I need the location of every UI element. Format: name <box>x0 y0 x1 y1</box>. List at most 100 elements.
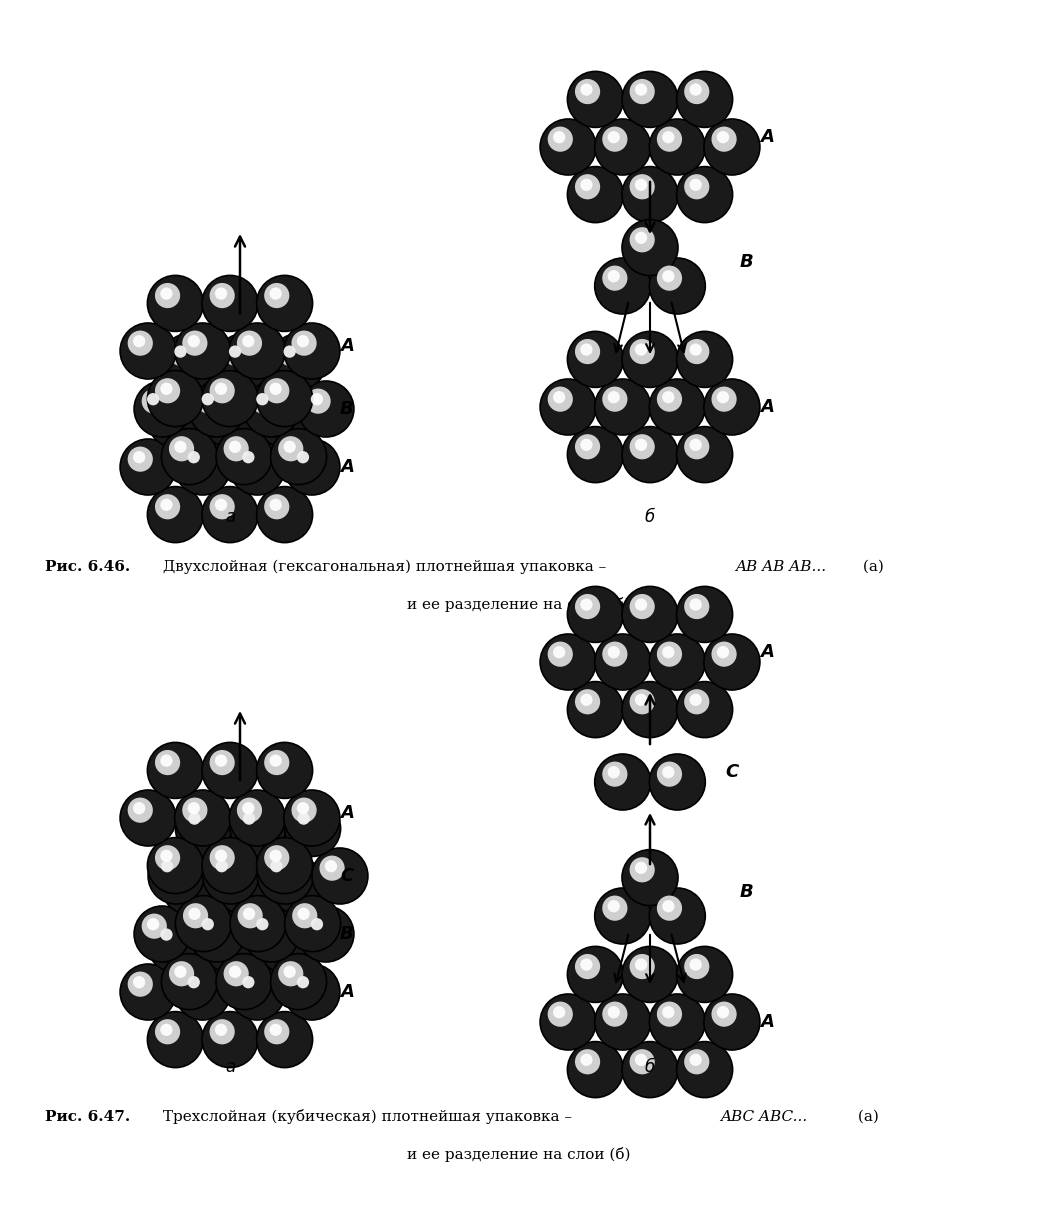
Circle shape <box>270 383 282 395</box>
Text: B: B <box>740 883 754 901</box>
Circle shape <box>629 434 654 459</box>
Circle shape <box>608 901 620 913</box>
Circle shape <box>548 642 572 666</box>
Circle shape <box>676 167 732 222</box>
Circle shape <box>553 647 565 659</box>
Circle shape <box>684 690 709 714</box>
Circle shape <box>581 1054 592 1066</box>
Circle shape <box>147 371 203 427</box>
Circle shape <box>574 690 600 714</box>
Circle shape <box>209 845 234 870</box>
Circle shape <box>202 1011 258 1067</box>
Circle shape <box>147 742 203 799</box>
Circle shape <box>174 440 187 453</box>
Text: A: A <box>340 983 354 1001</box>
Circle shape <box>264 1020 289 1044</box>
Circle shape <box>291 447 316 471</box>
Circle shape <box>684 339 709 364</box>
Circle shape <box>656 387 682 412</box>
Circle shape <box>711 387 736 412</box>
Text: B: B <box>740 253 754 271</box>
Circle shape <box>284 800 340 856</box>
Circle shape <box>183 447 207 471</box>
Circle shape <box>298 812 310 825</box>
Circle shape <box>147 1011 203 1067</box>
Circle shape <box>209 378 234 404</box>
Circle shape <box>312 848 368 904</box>
Circle shape <box>264 750 289 775</box>
Circle shape <box>169 866 194 891</box>
Circle shape <box>656 896 682 920</box>
Text: Рис. 6.47.: Рис. 6.47. <box>45 1110 131 1124</box>
Circle shape <box>635 344 647 356</box>
Circle shape <box>690 438 702 452</box>
Circle shape <box>608 647 620 659</box>
Circle shape <box>704 119 760 175</box>
Circle shape <box>237 807 262 833</box>
Circle shape <box>161 929 172 941</box>
Text: Рис. 6.46.: Рис. 6.46. <box>45 560 131 574</box>
Text: A: A <box>760 128 774 146</box>
Circle shape <box>202 487 258 542</box>
Circle shape <box>133 802 145 815</box>
Circle shape <box>155 494 180 519</box>
Circle shape <box>608 131 620 144</box>
Circle shape <box>567 71 623 128</box>
Circle shape <box>271 953 327 1010</box>
Circle shape <box>162 859 218 914</box>
Circle shape <box>128 330 152 356</box>
Circle shape <box>209 924 234 950</box>
Circle shape <box>553 391 565 404</box>
Circle shape <box>663 270 674 282</box>
Circle shape <box>216 334 272 389</box>
Circle shape <box>292 903 317 929</box>
Circle shape <box>155 378 180 404</box>
Text: и ее разделение на слои (б): и ее разделение на слои (б) <box>407 1147 630 1162</box>
Circle shape <box>325 860 337 872</box>
Circle shape <box>256 391 312 448</box>
Circle shape <box>174 439 230 494</box>
Circle shape <box>656 642 682 666</box>
Circle shape <box>128 447 152 471</box>
Circle shape <box>156 855 180 881</box>
Text: а: а <box>225 1058 235 1076</box>
Circle shape <box>298 382 354 437</box>
Circle shape <box>162 428 218 485</box>
Circle shape <box>283 870 296 882</box>
Circle shape <box>690 83 702 96</box>
Circle shape <box>211 855 235 881</box>
Circle shape <box>540 119 596 175</box>
Circle shape <box>629 690 654 714</box>
Circle shape <box>676 331 732 388</box>
Circle shape <box>202 371 258 427</box>
Circle shape <box>684 1049 709 1075</box>
Circle shape <box>656 762 682 787</box>
Circle shape <box>215 498 227 510</box>
Circle shape <box>594 119 650 175</box>
Circle shape <box>704 634 760 690</box>
Circle shape <box>120 964 176 1020</box>
Circle shape <box>629 594 654 620</box>
Circle shape <box>297 975 309 989</box>
Circle shape <box>283 440 296 453</box>
Circle shape <box>311 918 324 930</box>
Circle shape <box>690 958 702 971</box>
Circle shape <box>594 888 650 944</box>
Text: б: б <box>645 1058 655 1076</box>
Circle shape <box>147 275 203 331</box>
Circle shape <box>574 953 600 979</box>
Circle shape <box>297 452 309 464</box>
Circle shape <box>690 693 702 706</box>
Circle shape <box>284 896 340 952</box>
Circle shape <box>134 382 190 437</box>
Circle shape <box>676 1042 732 1098</box>
Circle shape <box>622 946 678 1002</box>
Circle shape <box>717 647 729 659</box>
Circle shape <box>133 975 145 989</box>
Circle shape <box>202 838 258 893</box>
Circle shape <box>594 379 650 436</box>
Circle shape <box>256 918 269 930</box>
Circle shape <box>574 79 600 104</box>
Circle shape <box>567 1042 623 1098</box>
Circle shape <box>608 391 620 404</box>
